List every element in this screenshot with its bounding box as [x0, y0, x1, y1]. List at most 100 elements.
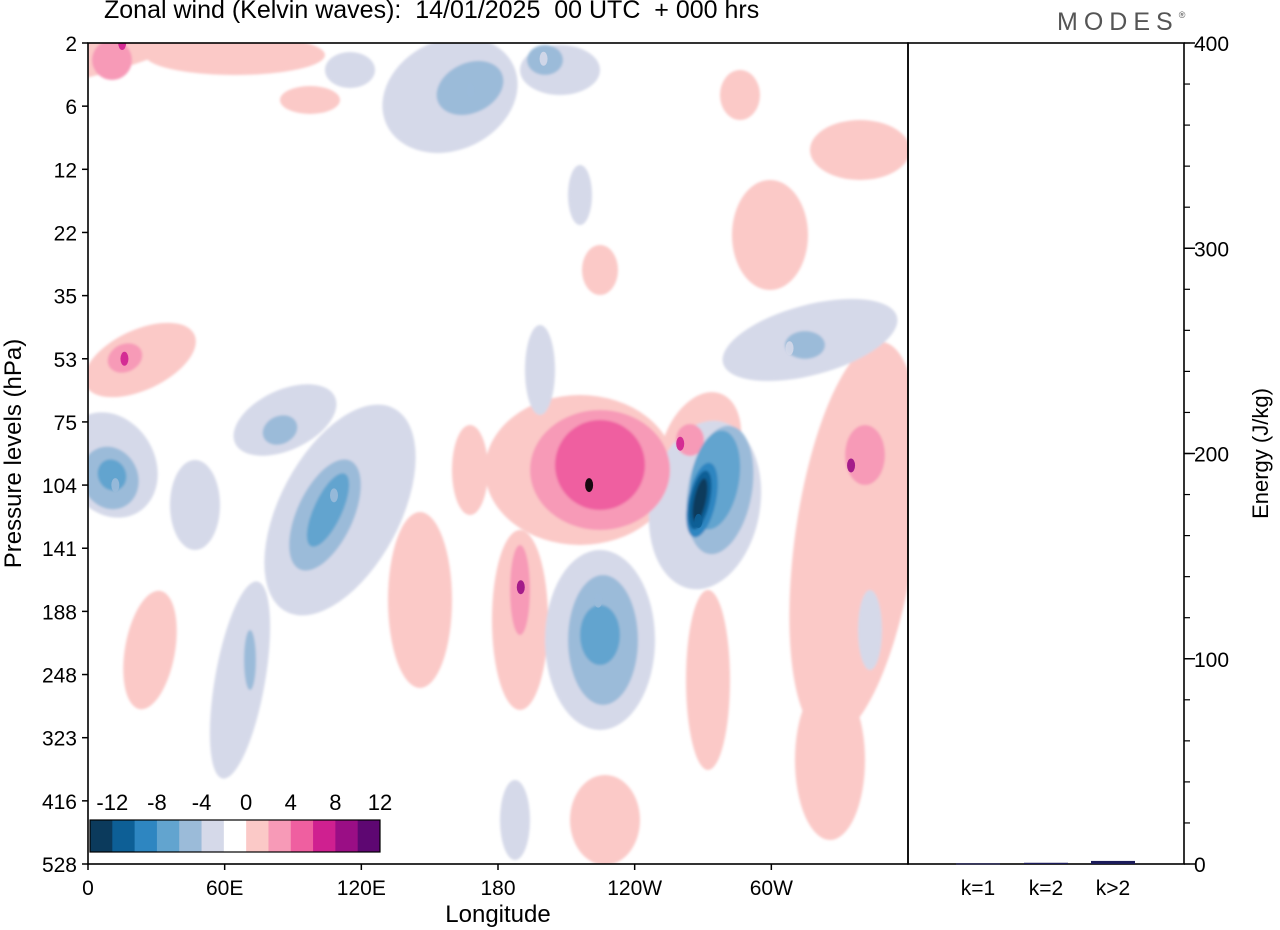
x-tick-label: 0 — [82, 877, 94, 900]
contour-shade — [789, 341, 908, 739]
chart-title: Zonal wind (Kelvin waves): 14/01/2025 00… — [104, 0, 760, 24]
bar-category-label: k>2 — [1096, 877, 1130, 900]
colorbar-swatch — [90, 820, 113, 852]
y-tick-label: 416 — [42, 791, 77, 814]
contour-shade — [795, 680, 865, 840]
wind-extremum — [466, 83, 475, 98]
y-tick-label: 248 — [42, 665, 77, 688]
wind-extremum — [118, 43, 127, 50]
contour-shade — [145, 43, 325, 75]
colorbar-swatch — [335, 820, 359, 852]
colorbar-frame — [89, 819, 381, 853]
contour-shade — [170, 460, 220, 550]
colorbar-swatch — [357, 820, 381, 852]
y-tick-label: 12 — [54, 159, 77, 182]
contour-field — [88, 43, 908, 864]
wind-extremum — [120, 351, 129, 366]
brand-logo: MODES® — [1057, 8, 1185, 37]
contour-shade — [686, 590, 730, 770]
x-tick-label: 60E — [206, 877, 243, 900]
contour-shade — [388, 512, 452, 688]
contour-shade — [209, 581, 271, 779]
contour-shade — [92, 43, 132, 80]
contour-shade — [732, 180, 808, 290]
contour-shade — [570, 775, 640, 864]
y-axis-label: Energy (J/kg) — [1248, 388, 1273, 519]
heatmap-plot: 2 6 12 22 35 53 75 104 141 188 248 323 416 528 Pressur… — [0, 33, 909, 928]
wind-extremum — [676, 436, 685, 451]
x-tick-label: 180 — [480, 877, 515, 900]
wind-extremum — [694, 513, 703, 528]
wind-extremum — [539, 51, 548, 66]
bar-category-label: k=2 — [1029, 877, 1063, 900]
contour-shade — [280, 86, 340, 114]
contour-shade — [692, 478, 708, 522]
colorbar-swatch — [223, 820, 247, 852]
y-tick-label: 100 — [1194, 649, 1229, 672]
contour-shade — [525, 325, 555, 415]
contour-shade — [845, 425, 885, 485]
y-tick-label: 22 — [54, 222, 77, 245]
colorbar-swatch — [134, 820, 158, 852]
colorbar-swatch — [268, 820, 292, 852]
contour-shade — [785, 331, 825, 359]
colorbar-label: 8 — [329, 790, 341, 815]
colorbar-swatch — [156, 820, 180, 852]
colorbar-swatch — [313, 820, 336, 852]
wind-extremum — [516, 580, 525, 595]
x-tick-label: 60W — [750, 877, 793, 900]
bar-category-label: k=1 — [961, 877, 995, 900]
y-axis-label: Pressure levels (hPa) — [0, 339, 27, 568]
contour-shade — [325, 52, 375, 88]
colorbar-swatch — [290, 820, 314, 852]
colorbar-label: -8 — [147, 790, 167, 815]
y-tick-label: 200 — [1194, 444, 1229, 467]
contour-shade — [500, 780, 530, 860]
y-tick-label: 35 — [54, 286, 77, 309]
registered-mark: ® — [1178, 10, 1186, 20]
x-axis-label: Longitude — [445, 901, 550, 928]
contour-shade — [580, 605, 620, 665]
colorbar: -12 -8 -4 0 4 8 12 — [89, 790, 392, 853]
contour-shade — [306, 473, 350, 547]
wind-extremum — [847, 458, 856, 473]
y-tick-label: 300 — [1194, 238, 1229, 261]
contour-shade — [858, 590, 882, 670]
colorbar-label: 0 — [240, 790, 252, 815]
contour-shade — [262, 415, 298, 445]
y-tick-label: 75 — [54, 412, 77, 435]
y-tick-label: 528 — [42, 854, 77, 877]
energy-bar — [956, 863, 1000, 865]
contour-shade — [123, 590, 177, 710]
y-tick-label: 104 — [42, 475, 77, 498]
x-tick-label: 120W — [607, 877, 662, 900]
brand-name: MODES — [1057, 8, 1179, 36]
y-tick-label: 400 — [1194, 33, 1229, 56]
y-tick-label: 188 — [42, 601, 77, 624]
wind-extremum — [330, 488, 338, 503]
contour-shade — [582, 245, 618, 295]
y-tick-label: 0 — [1194, 854, 1206, 877]
contour-shade — [720, 70, 760, 120]
y-tick-label: 6 — [65, 96, 77, 119]
colorbar-label: 12 — [368, 790, 392, 815]
wind-extremum — [785, 341, 794, 356]
contour-shade — [244, 630, 256, 690]
contour-shade — [555, 420, 645, 510]
energy-bar — [1024, 862, 1068, 864]
x-tick-label: 120E — [337, 877, 386, 900]
energy-bar-plot: 0 100 200 300 400 Energy (J/kg) k=1 k=2 k>2 — [907, 33, 1273, 900]
wind-extremum — [111, 478, 120, 493]
wind-extremum — [585, 478, 594, 493]
y-tick-label: 141 — [42, 538, 77, 561]
y-tick-label: 323 — [42, 728, 77, 751]
energy-bar — [1091, 860, 1135, 864]
colorbar-swatch — [179, 820, 202, 852]
y-tick-label: 2 — [65, 33, 77, 56]
contour-shade — [810, 120, 908, 180]
colorbar-swatch — [112, 820, 136, 852]
bar-frame — [907, 42, 1185, 865]
colorbar-label: -12 — [96, 790, 128, 815]
colorbar-label: 4 — [285, 790, 297, 815]
